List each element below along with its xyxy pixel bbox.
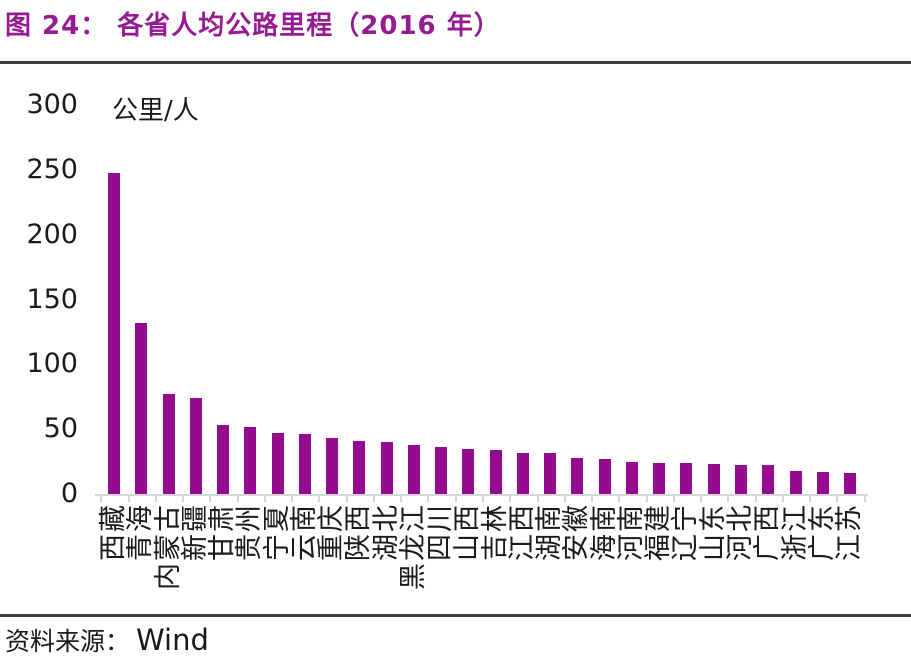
x-axis-tick	[373, 495, 375, 502]
y-axis-unit-label: 公里/人	[112, 96, 199, 126]
bar-甘肃	[217, 425, 229, 494]
x-axis-tick	[482, 495, 484, 502]
bar-新疆	[190, 398, 202, 494]
x-axis-label-江苏: 江苏	[834, 503, 865, 561]
x-axis-tick	[591, 495, 593, 502]
bar-黑龙江	[408, 445, 420, 494]
x-axis-tick	[264, 495, 266, 502]
x-axis-tick	[782, 495, 784, 502]
bar-湖北	[381, 442, 393, 494]
bar-安徽	[571, 458, 583, 494]
bar-陕西	[353, 441, 365, 494]
bar-福建	[653, 463, 665, 494]
x-axis-tick	[128, 495, 130, 502]
footer-divider-line	[0, 614, 911, 617]
bar-河北	[735, 465, 747, 494]
x-axis-tick	[346, 495, 348, 502]
x-axis-tick	[809, 495, 811, 502]
x-axis-tick	[673, 495, 675, 502]
x-axis-label-青海: 青海	[125, 503, 156, 561]
y-axis-tick-label: 300	[26, 89, 78, 121]
bar-云南	[299, 434, 311, 494]
bar-西藏	[108, 173, 120, 494]
x-axis-tick	[427, 495, 429, 502]
x-axis-tick	[182, 495, 184, 502]
bar-重庆	[326, 438, 338, 494]
x-axis-tick	[209, 495, 211, 502]
x-axis-tick	[564, 495, 566, 502]
x-axis-line	[95, 494, 868, 496]
bar-山东	[708, 464, 720, 494]
bar-青海	[135, 323, 147, 494]
bar-贵州	[244, 427, 256, 494]
bar-江西	[517, 453, 529, 494]
bar-广东	[817, 472, 829, 494]
x-axis-tick	[755, 495, 757, 502]
x-axis-tick	[455, 495, 457, 502]
bar-海南	[599, 459, 611, 494]
y-axis-tick-label: 0	[60, 478, 78, 509]
chart-title: 图 24： 各省人均公路里程（2016 年）	[5, 11, 501, 41]
x-axis-tick	[100, 495, 102, 502]
bar-江苏	[844, 473, 856, 494]
x-axis-tick	[291, 495, 293, 502]
source-note-value: Wind	[136, 623, 209, 657]
x-axis-label-陕西: 陕西	[343, 503, 374, 561]
source-note-label: 资料来源：	[5, 627, 131, 656]
bar-吉林	[490, 450, 502, 494]
x-axis-tick	[318, 495, 320, 502]
x-axis-tick	[646, 495, 648, 502]
x-axis-tick	[618, 495, 620, 502]
y-axis-tick-label: 250	[26, 154, 78, 185]
bar-辽宁	[680, 463, 692, 494]
x-axis-tick	[155, 495, 157, 502]
x-axis-tick	[537, 495, 539, 502]
x-axis-label-山西: 山西	[452, 503, 483, 561]
bar-河南	[626, 462, 638, 494]
bar-湖南	[544, 453, 556, 494]
bar-宁夏	[272, 433, 284, 494]
source-note: 资料来源： Wind	[5, 622, 209, 658]
y-axis-tick-label: 200	[26, 218, 78, 250]
y-axis-tick-label: 100	[26, 348, 78, 380]
x-axis-label-贵州: 贵州	[234, 503, 265, 561]
x-axis-tick	[509, 495, 511, 502]
bar-浙江	[790, 471, 802, 494]
title-divider-line	[0, 61, 911, 64]
bar-四川	[435, 447, 447, 494]
x-axis-tick	[864, 495, 866, 502]
bar-内蒙古	[163, 394, 175, 494]
x-axis-tick	[400, 495, 402, 502]
y-axis-tick-label: 50	[43, 413, 78, 445]
bar-广西	[762, 465, 774, 494]
x-axis-tick	[727, 495, 729, 502]
x-axis-tick	[700, 495, 702, 502]
y-axis-tick-label: 150	[26, 283, 78, 315]
x-axis-label-辽宁: 辽宁	[670, 503, 701, 561]
bar-山西	[462, 449, 474, 494]
x-axis-label-安徽: 安徽	[561, 503, 592, 561]
x-axis-tick	[836, 495, 838, 502]
x-axis-label-广西: 广西	[752, 503, 783, 561]
x-axis-tick	[237, 495, 239, 502]
